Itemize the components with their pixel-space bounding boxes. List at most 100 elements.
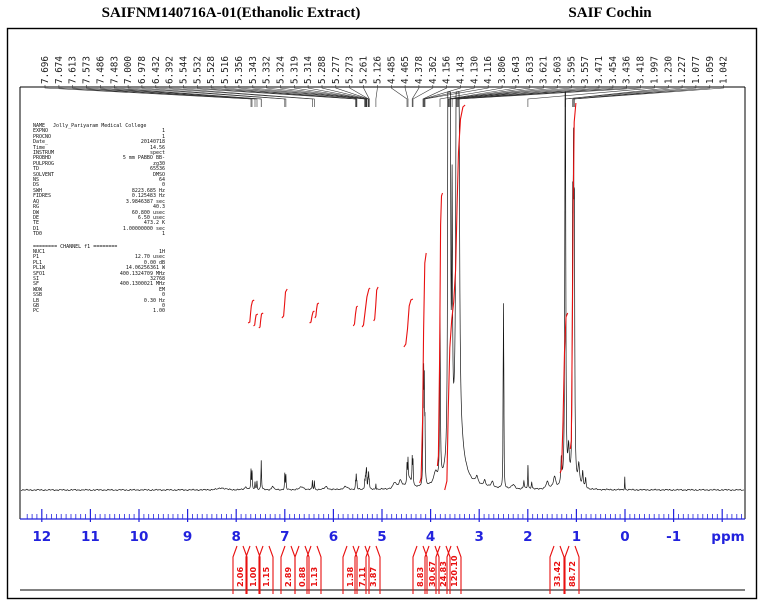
peak-leader bbox=[252, 85, 366, 107]
axis-tick-label: 12 bbox=[32, 529, 51, 545]
axis-tick-label: 3 bbox=[474, 529, 483, 545]
peak-label: 4.378 bbox=[414, 56, 425, 84]
parameter-row: NAME Jolly_Pariyaram Medical College bbox=[33, 123, 165, 129]
parameter-key: PROCNO bbox=[33, 133, 52, 140]
parameter-key: DW bbox=[33, 209, 40, 216]
parameter-key: TE bbox=[33, 220, 40, 227]
integral-curve bbox=[253, 313, 259, 327]
parameter-value: 0.125483 Hz bbox=[131, 193, 165, 200]
integral-value: 1.38 bbox=[345, 566, 355, 587]
peak-leader bbox=[422, 85, 447, 107]
integral-funnel-left bbox=[365, 545, 371, 594]
integral-curve bbox=[419, 252, 427, 484]
parameter-row: PL1W 14.06256361 W bbox=[33, 265, 165, 272]
spectrum-trace bbox=[20, 91, 745, 492]
peak-leader bbox=[439, 85, 503, 107]
parameter-row: TE 473.2 K bbox=[33, 220, 165, 227]
peak-leader bbox=[72, 85, 256, 107]
axis-tick-label: 11 bbox=[81, 529, 100, 545]
parameter-key: PULPROG bbox=[33, 160, 55, 167]
peak-leader bbox=[448, 85, 531, 107]
peak-label: 4.130 bbox=[469, 56, 480, 84]
peak-label: 5.273 bbox=[345, 56, 356, 84]
integral-funnel-left bbox=[412, 545, 418, 594]
integral-funnel-left bbox=[549, 545, 555, 594]
parameter-value: 0 bbox=[161, 182, 165, 189]
peak-leader bbox=[574, 85, 724, 107]
peak-leader bbox=[363, 85, 370, 107]
parameter-row: INSTRUM spect bbox=[33, 150, 165, 157]
parameter-row: SI 32768 bbox=[33, 275, 165, 282]
parameter-row: PROCNO 1 bbox=[33, 133, 165, 140]
integral-value: 88.72 bbox=[567, 561, 577, 587]
integral-funnel-right bbox=[242, 545, 248, 594]
integral-funnel-left bbox=[564, 545, 570, 594]
peak-label: 5.356 bbox=[234, 56, 245, 84]
peak-leader bbox=[266, 85, 367, 107]
integral-funnel-left bbox=[232, 545, 238, 594]
integral-funnel-right bbox=[304, 545, 310, 594]
axis-tick-label: 6 bbox=[329, 529, 338, 545]
peak-label: 3.557 bbox=[580, 56, 591, 84]
parameter-value: zg30 bbox=[152, 160, 165, 167]
parameter-key: EXPNO bbox=[33, 128, 49, 135]
parameter-key: LB bbox=[33, 297, 40, 304]
parameter-value: 32768 bbox=[149, 275, 165, 282]
parameter-key: AQ bbox=[33, 198, 40, 205]
parameter-value: 0 bbox=[161, 303, 165, 309]
peak-leader bbox=[183, 85, 356, 107]
nmr-trace-path bbox=[20, 91, 745, 492]
integral-funnel-left bbox=[435, 545, 441, 594]
integral-funnel-right bbox=[445, 545, 451, 594]
peak-label: 7.613 bbox=[68, 56, 79, 84]
peak-label: 6.392 bbox=[165, 56, 176, 84]
axis-tick-label: 2 bbox=[523, 529, 532, 545]
peak-leader bbox=[155, 85, 313, 107]
peak-leader bbox=[449, 85, 558, 107]
parameter-key: D1 bbox=[33, 225, 40, 232]
parameter-value: 65536 bbox=[149, 166, 165, 173]
peak-leader bbox=[391, 85, 408, 107]
peak-label: 5.532 bbox=[192, 56, 203, 84]
peak-label: 5.319 bbox=[289, 56, 300, 84]
peak-label: 5.528 bbox=[206, 56, 217, 84]
parameter-row: SFO1 400.1324709 MHz bbox=[33, 271, 165, 277]
parameter-value: 0 bbox=[161, 292, 165, 299]
parameter-key: PC bbox=[33, 308, 40, 315]
parameter-value: 8223.685 Hz bbox=[131, 187, 165, 194]
parameter-row: SF 400.1300021 MHz bbox=[33, 281, 165, 287]
parameter-value: EM bbox=[158, 286, 165, 293]
parameter-value: 473.2 K bbox=[143, 220, 165, 227]
integral-funnel-left bbox=[342, 545, 348, 594]
parameter-value: 1.00000000 sec bbox=[122, 225, 165, 232]
axis-tick-label: 0 bbox=[620, 529, 629, 545]
parameter-row: DS 0 bbox=[33, 182, 165, 189]
integral-funnel-left bbox=[245, 545, 251, 594]
parameter-value: 5 mm PABBO BB- bbox=[122, 155, 165, 162]
integral-value: 1.15 bbox=[261, 566, 271, 587]
peak-label: 5.277 bbox=[331, 56, 342, 84]
integral-funnel-right bbox=[375, 545, 381, 594]
integral-value: 8.83 bbox=[415, 566, 425, 587]
parameter-key: PL1W bbox=[33, 265, 46, 272]
parameter-value: 1H bbox=[158, 248, 165, 255]
integral-value: 0.88 bbox=[297, 566, 307, 587]
axis-tick-label: -1 bbox=[666, 529, 681, 545]
peak-label: 4.362 bbox=[428, 56, 439, 84]
peak-leader bbox=[238, 85, 365, 107]
parameter-value: 0.30 Hz bbox=[143, 297, 165, 304]
parameter-key: Date_ bbox=[33, 139, 49, 146]
axis-unit-label: ppm bbox=[711, 529, 744, 545]
peak-label: 3.418 bbox=[636, 56, 647, 84]
parameter-row: LB 0.30 Hz bbox=[33, 297, 165, 304]
peak-label: 5.343 bbox=[248, 56, 259, 84]
parameter-key: DS bbox=[33, 182, 40, 189]
peak-leader bbox=[114, 85, 262, 107]
parameter-value: spect bbox=[149, 150, 165, 157]
integral-curve bbox=[352, 305, 359, 327]
parameter-value: DMSO bbox=[152, 171, 165, 178]
integral-curve bbox=[361, 287, 371, 328]
parameter-value: 14.06256361 W bbox=[125, 265, 165, 272]
peak-label: 3.621 bbox=[539, 56, 550, 84]
parameter-value: 1 bbox=[161, 231, 165, 238]
